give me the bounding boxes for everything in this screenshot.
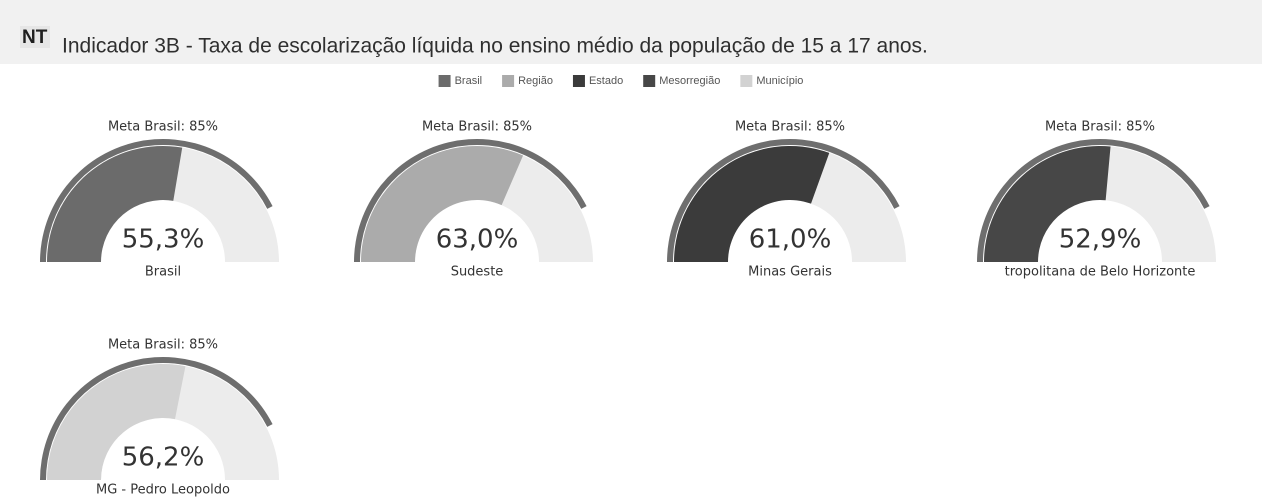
legend-swatch xyxy=(740,75,753,87)
legend-swatch xyxy=(438,75,451,87)
logo-box xyxy=(20,26,50,48)
gauge-value xyxy=(360,145,524,262)
gauge-label: Brasil xyxy=(145,265,181,280)
gauge-value xyxy=(47,363,186,480)
gauge-label: Minas Gerais xyxy=(748,265,832,280)
legend-swatch xyxy=(572,75,585,87)
gauge-value xyxy=(674,146,830,262)
gauge-subtitle: Meta Brasil: 85% xyxy=(422,120,532,135)
legend-label: Brasil xyxy=(455,75,483,87)
gauge-subtitle: Meta Brasil: 85% xyxy=(108,120,218,135)
legend-label: Região xyxy=(518,75,553,87)
logo: NT xyxy=(22,27,48,48)
legend-swatch xyxy=(502,75,515,87)
gauge-value-label: 56,2% xyxy=(122,443,205,473)
gauge-value-label: 52,9% xyxy=(1059,225,1142,255)
page-title: Indicador 3B - Taxa de escolarização líq… xyxy=(62,35,928,58)
gauge-value xyxy=(984,145,1111,262)
gauge-subtitle: Meta Brasil: 85% xyxy=(108,338,218,353)
gauge-value-label: 63,0% xyxy=(436,225,519,255)
legend-label: Mesorregião xyxy=(659,75,720,87)
legend-label: Município xyxy=(756,75,803,87)
gauge-value-label: 61,0% xyxy=(749,225,832,255)
gauge-label: Sudeste xyxy=(451,265,504,280)
legend-label: Estado xyxy=(589,75,623,87)
gauge-value-label: 55,3% xyxy=(122,225,205,255)
gauge-value xyxy=(47,145,183,262)
gauge-subtitle: Meta Brasil: 85% xyxy=(1045,120,1155,135)
gauge-label: MG - Pedro Leopoldo xyxy=(96,483,230,498)
header-band xyxy=(0,0,1262,64)
legend-swatch xyxy=(643,75,656,87)
gauge-subtitle: Meta Brasil: 85% xyxy=(735,120,845,135)
gauge-label: tropolitana de Belo Horizonte xyxy=(1005,265,1196,280)
